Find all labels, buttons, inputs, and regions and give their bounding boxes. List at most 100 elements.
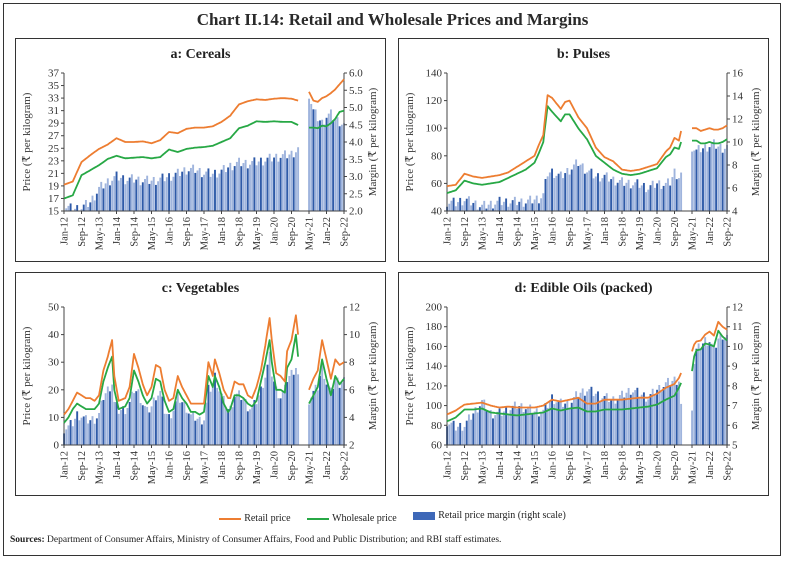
margin-bar <box>150 406 153 445</box>
margin-bar <box>522 206 525 211</box>
margin-bar <box>119 410 122 445</box>
margin-bar <box>172 410 175 445</box>
retail-price-line <box>446 372 682 416</box>
x-tick-label: Sep-18 <box>618 217 629 247</box>
margin-bar <box>594 176 597 211</box>
margin-bar <box>656 389 658 445</box>
margin-bar <box>238 390 240 445</box>
x-tick-label: Jan-12 <box>443 451 454 479</box>
margin-bar <box>113 401 116 445</box>
y2-tick-label: 3.0 <box>349 171 363 183</box>
margin-bar <box>695 348 698 445</box>
margin-bar <box>603 174 606 211</box>
margin-bar <box>540 198 543 211</box>
margin-bar <box>179 402 181 445</box>
margin-bar <box>198 416 201 445</box>
margin-bar <box>209 391 212 445</box>
margin-bar <box>185 412 188 445</box>
margin-bar <box>209 176 212 211</box>
margin-bar <box>144 178 146 211</box>
margin-bar <box>340 124 343 211</box>
margin-bar <box>691 151 693 211</box>
margin-bar <box>227 167 230 211</box>
margin-bar <box>518 201 521 211</box>
margin-bar <box>448 424 451 445</box>
margin-bar <box>704 144 707 211</box>
margin-bar <box>612 176 615 211</box>
margin-bar <box>658 180 661 211</box>
retail-line-swatch <box>219 517 242 520</box>
y2-tick-label: 6 <box>732 420 738 432</box>
margin-bar <box>316 390 319 445</box>
x-tick-label: Jan-12 <box>60 451 71 479</box>
margin-bar <box>505 198 508 211</box>
margin-bar <box>240 166 243 211</box>
y2-tick-label: 2.0 <box>349 206 363 218</box>
legend-item-retail: Retail price <box>219 513 291 524</box>
x-tick-label: Sep-18 <box>618 451 629 481</box>
margin-bar <box>65 429 68 445</box>
y-axis-label: Price (₹ per kilogram) <box>21 92 33 191</box>
margin-bar <box>314 384 317 445</box>
margin-bar <box>102 188 105 211</box>
margin-bar <box>640 185 643 211</box>
margin-bar <box>165 177 168 211</box>
margin-bar <box>235 393 238 445</box>
margin-bar <box>649 394 652 445</box>
margin-bar <box>80 417 83 445</box>
margin-bar <box>706 345 709 445</box>
x-tick-label: May-21 <box>305 217 316 250</box>
retail-price-line <box>308 78 345 103</box>
y-tick-label: 140 <box>426 68 443 80</box>
margin-bar <box>281 391 284 445</box>
margin-bar <box>719 333 722 445</box>
margin-bar <box>496 411 499 445</box>
y2-tick-label: 14 <box>732 91 744 103</box>
y2-tick-label: 9 <box>732 361 738 373</box>
x-tick-label: Jan-14 <box>112 450 123 479</box>
y-tick-label: 30 <box>48 357 60 369</box>
margin-bar <box>448 203 451 211</box>
y-tick-label: 17 <box>48 193 60 205</box>
y-tick-label: 15 <box>48 206 60 218</box>
margin-bar <box>268 351 271 445</box>
margin-bar <box>527 199 529 211</box>
margin-bar <box>599 400 602 445</box>
margin-bar <box>338 387 341 445</box>
margin-bar <box>200 177 203 211</box>
margin-bar <box>249 409 251 445</box>
x-tick-label: Sep-14 <box>130 450 141 480</box>
margin-bar <box>264 377 267 445</box>
y-tick-label: 40 <box>431 206 443 218</box>
margin-bar <box>181 402 184 445</box>
margin-bar <box>634 182 637 211</box>
margin-bar <box>717 146 720 211</box>
margin-bar <box>492 418 494 445</box>
x-tick-label: Jan-16 <box>165 217 176 245</box>
x-tick-label: Sep-22 <box>340 217 351 247</box>
margin-bar <box>590 168 593 211</box>
margin-bar <box>614 185 617 211</box>
x-tick-label: May-17 <box>583 451 594 484</box>
margin-bar <box>544 179 547 211</box>
margin-bar <box>642 182 645 211</box>
margin-bar <box>288 376 291 445</box>
margin-bar <box>511 200 514 211</box>
margin-bar <box>211 387 214 445</box>
x-tick-label: May-17 <box>200 217 211 250</box>
margin-bar <box>259 157 262 211</box>
y2-tick-label: 12 <box>732 302 743 314</box>
margin-bar <box>544 403 547 445</box>
margin-bar <box>284 150 286 211</box>
margin-bar <box>618 180 621 211</box>
margin-bar <box>189 167 192 211</box>
margin-bar <box>294 367 297 445</box>
y-tick-label: 31 <box>48 105 59 117</box>
margin-bar <box>581 388 584 445</box>
margin-bar <box>176 391 179 445</box>
margin-bar <box>575 391 578 445</box>
margin-bar <box>251 407 254 445</box>
wholesale-price-line <box>63 333 299 424</box>
margin-bar <box>502 411 505 445</box>
pulses-chart: 40 60 80 100 120 140 4 6 8 10 12 14 16 Jan-12 Sep-12 Ma… <box>404 68 762 251</box>
